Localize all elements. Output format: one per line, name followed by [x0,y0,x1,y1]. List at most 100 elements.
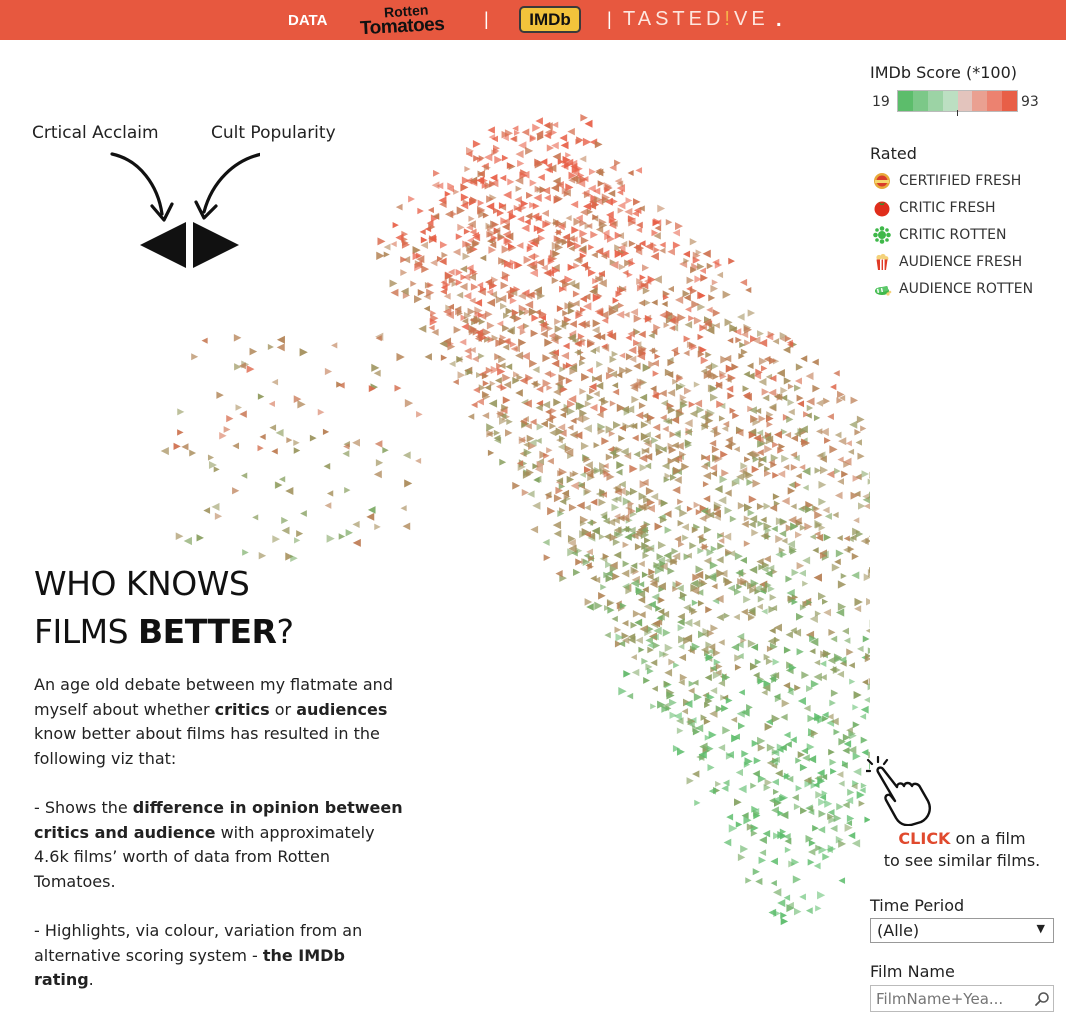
film-point[interactable] [741,708,750,717]
time-period-select[interactable]: (Alle) ▼ [870,918,1054,943]
film-point[interactable] [845,820,853,827]
film-point[interactable] [746,450,753,458]
film-point[interactable] [436,255,444,262]
film-point[interactable] [421,265,430,274]
film-point[interactable] [713,501,723,510]
film-point[interactable] [735,821,743,828]
film-point[interactable] [797,697,806,706]
film-point[interactable] [526,191,534,199]
film-point[interactable] [683,350,690,357]
film-point[interactable] [658,596,665,604]
film-point[interactable] [549,413,557,421]
film-point[interactable] [776,743,784,751]
film-point[interactable] [787,901,794,909]
film-point[interactable] [470,283,479,291]
film-point[interactable] [532,463,539,470]
film-point[interactable] [801,747,809,755]
film-point[interactable] [573,300,580,307]
film-point[interactable] [589,348,597,355]
film-point[interactable] [294,537,301,544]
film-point[interactable] [352,538,361,547]
film-point[interactable] [501,222,510,231]
film-point[interactable] [600,511,608,519]
film-point[interactable] [654,433,661,440]
film-point[interactable] [805,372,814,381]
film-point[interactable] [621,513,630,523]
film-point[interactable] [457,371,466,379]
film-point[interactable] [514,196,522,204]
film-point[interactable] [642,287,650,295]
film-point[interactable] [674,476,682,484]
film-point[interactable] [817,451,826,460]
film-point[interactable] [818,592,827,601]
film-point[interactable] [827,713,834,720]
film-point[interactable] [500,217,509,225]
film-point[interactable] [404,399,414,408]
film-point[interactable] [710,393,718,402]
film-point[interactable] [485,310,493,318]
film-point[interactable] [612,388,620,396]
film-point[interactable] [627,635,636,644]
film-point[interactable] [785,335,792,342]
film-point[interactable] [548,164,557,173]
film-point[interactable] [505,363,513,371]
film-point[interactable] [733,328,742,336]
film-point[interactable] [241,472,248,479]
film-point[interactable] [594,274,603,283]
film-point[interactable] [670,346,679,354]
film-point[interactable] [644,431,651,438]
film-point[interactable] [567,538,576,548]
film-point[interactable] [712,506,720,514]
film-point[interactable] [697,630,706,639]
film-point[interactable] [223,426,231,433]
film-point[interactable] [719,372,727,380]
film-point[interactable] [622,497,632,506]
film-point[interactable] [506,162,514,169]
film-point[interactable] [546,493,553,500]
film-point[interactable] [720,450,728,459]
film-point[interactable] [501,130,510,139]
film-point[interactable] [674,504,681,512]
film-point[interactable] [465,150,473,158]
film-point[interactable] [233,334,242,342]
film-point[interactable] [589,202,597,210]
film-point[interactable] [703,718,711,725]
film-point[interactable] [447,303,454,310]
film-point[interactable] [529,134,537,141]
film-point[interactable] [771,714,780,723]
film-point[interactable] [540,420,548,428]
film-point[interactable] [845,440,852,447]
film-point[interactable] [447,268,455,276]
film-point[interactable] [621,632,629,640]
film-point[interactable] [535,117,543,125]
film-point[interactable] [662,294,669,301]
film-point[interactable] [763,555,771,563]
film-point[interactable] [806,397,815,406]
film-point[interactable] [737,652,744,660]
film-point[interactable] [769,797,776,804]
film-point[interactable] [728,824,738,833]
film-point[interactable] [591,251,598,259]
film-point[interactable] [646,504,655,513]
film-point[interactable] [556,436,563,444]
film-point[interactable] [249,347,258,356]
film-point[interactable] [582,414,591,423]
film-point[interactable] [672,229,681,237]
film-point[interactable] [719,475,728,484]
film-point[interactable] [614,495,622,503]
film-point[interactable] [554,229,561,236]
film-point[interactable] [419,228,426,235]
film-point[interactable] [862,635,870,643]
film-point[interactable] [373,369,381,377]
film-point[interactable] [525,146,534,155]
film-point[interactable] [428,324,435,331]
film-point[interactable] [624,259,632,267]
film-point[interactable] [770,857,778,866]
film-point[interactable] [616,403,626,413]
film-point[interactable] [631,395,639,404]
film-point[interactable] [567,424,574,431]
film-point[interactable] [490,365,499,374]
film-point[interactable] [759,585,767,593]
film-scatter-plot[interactable] [150,80,870,940]
film-point[interactable] [690,343,698,351]
